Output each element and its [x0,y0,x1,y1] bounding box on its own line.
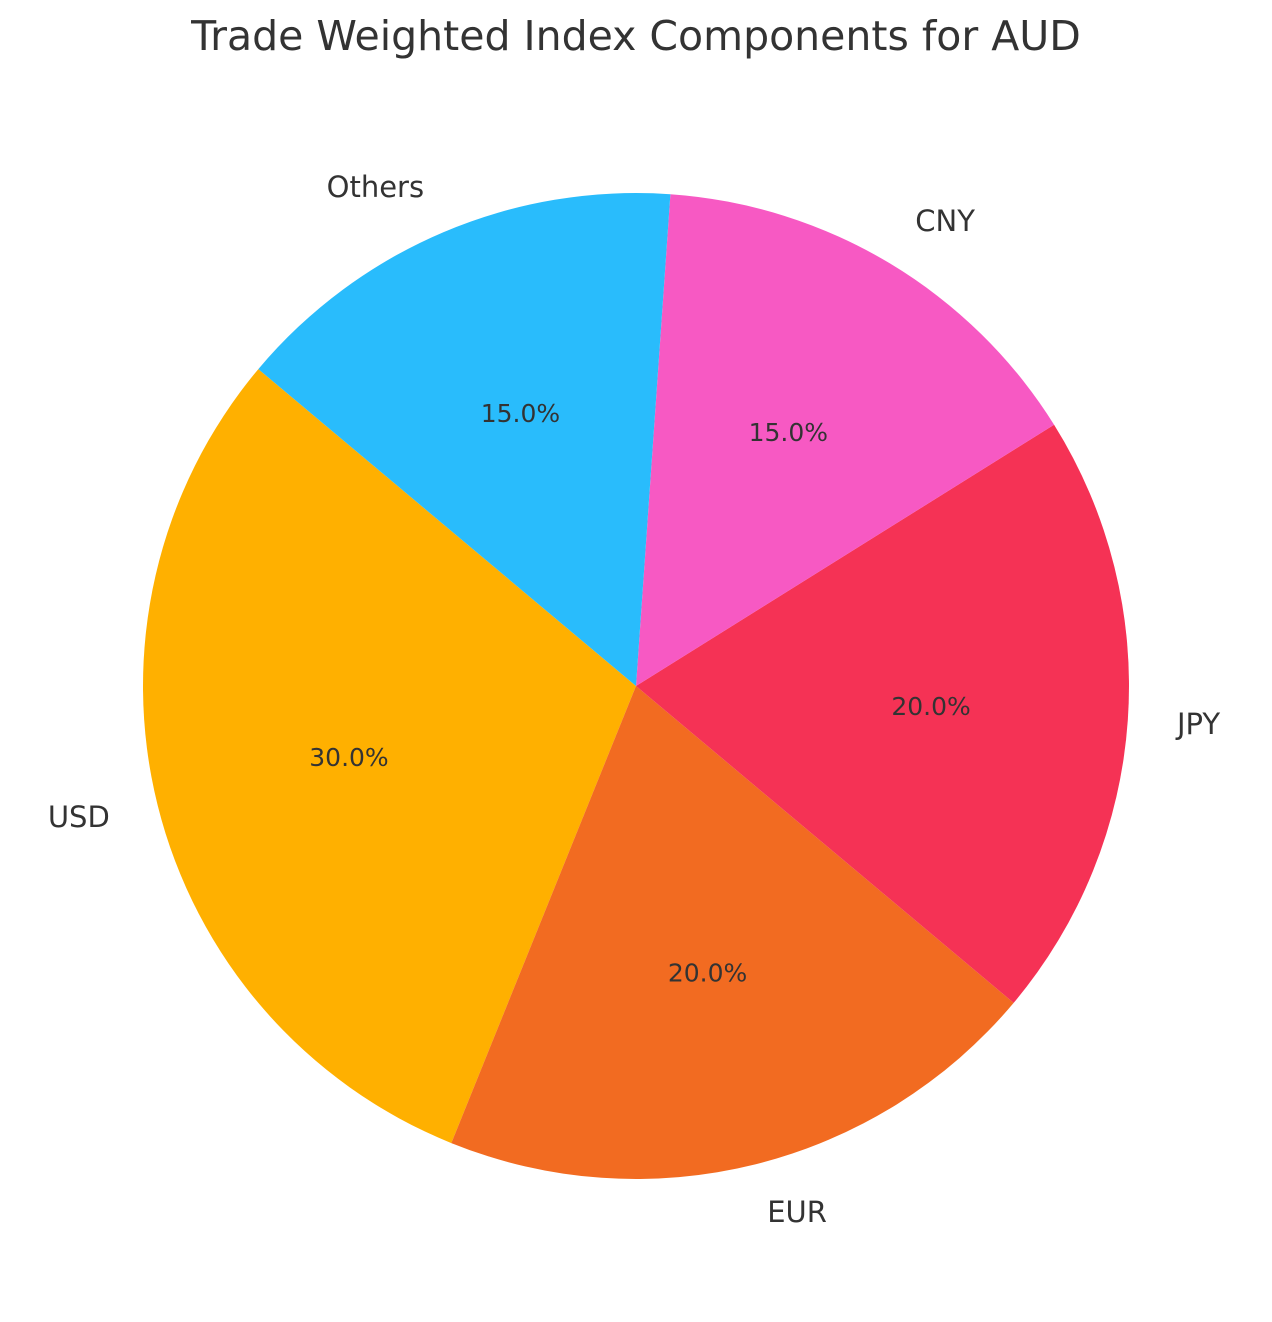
slice-label-others: Others [327,170,424,204]
pie-slices [142,192,1129,1179]
slice-pct-jpy: 20.0% [891,692,970,721]
slice-pct-usd: 30.0% [309,743,388,772]
slice-label-eur: EUR [767,1195,827,1229]
slice-pct-cny: 15.0% [749,418,828,447]
pie-slice-cny [636,194,1055,686]
chart-title: Trade Weighted Index Components for AUD [191,12,1081,60]
pie-slice-jpy [636,424,1129,1003]
pie-slice-eur [451,686,1014,1179]
slice-label-usd: USD [48,800,110,834]
pie-slice-others [258,192,671,686]
slice-label-cny: CNY [915,204,975,238]
pie-labels: USD 30.0% EUR 20.0% JPY 20.0% CNY 15.0% Others 15… [48,170,1221,1229]
pie-slice-usd [142,369,636,1144]
slice-label-jpy: JPY [1175,707,1220,741]
slice-pct-eur: 20.0% [668,959,747,988]
slice-pct-others: 15.0% [481,399,560,428]
